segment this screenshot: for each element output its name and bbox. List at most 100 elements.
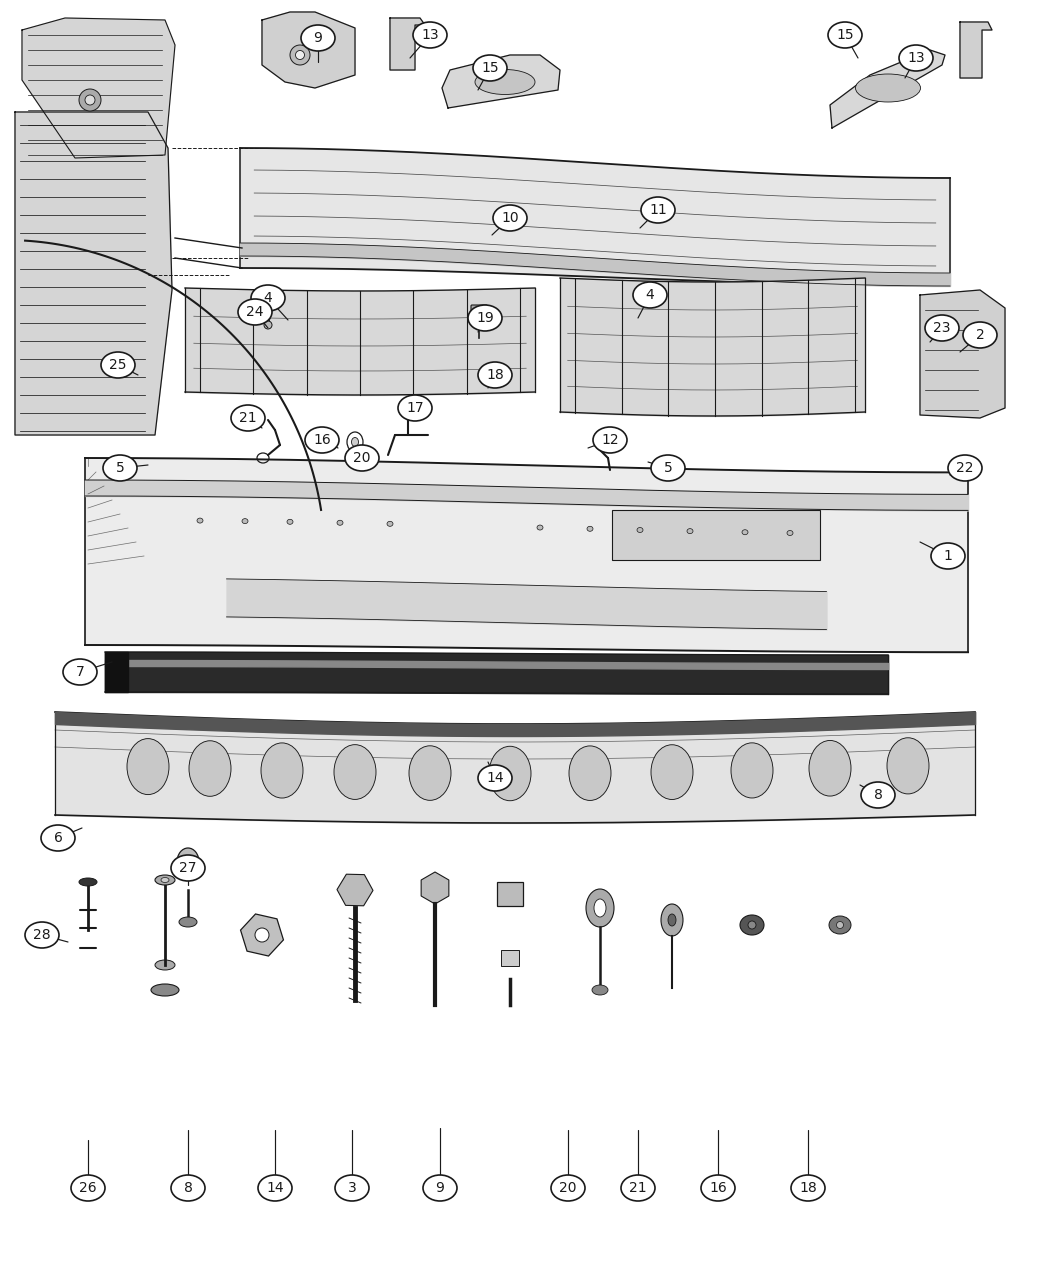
Ellipse shape — [651, 745, 693, 799]
Ellipse shape — [177, 848, 200, 876]
Ellipse shape — [63, 659, 97, 685]
Polygon shape — [262, 11, 355, 88]
Polygon shape — [15, 112, 172, 435]
Ellipse shape — [742, 529, 748, 534]
Ellipse shape — [264, 321, 272, 329]
Ellipse shape — [251, 286, 285, 311]
FancyBboxPatch shape — [497, 882, 523, 907]
Ellipse shape — [258, 1176, 292, 1201]
Text: 4: 4 — [264, 291, 272, 305]
Ellipse shape — [856, 74, 921, 102]
Text: 9: 9 — [436, 1181, 444, 1195]
Ellipse shape — [637, 528, 643, 533]
Text: 23: 23 — [933, 321, 950, 335]
Text: 18: 18 — [799, 1181, 817, 1195]
Ellipse shape — [828, 22, 862, 48]
Ellipse shape — [178, 917, 197, 927]
Ellipse shape — [127, 738, 169, 794]
Ellipse shape — [231, 405, 265, 431]
Ellipse shape — [592, 986, 608, 994]
Ellipse shape — [79, 878, 97, 886]
Ellipse shape — [423, 1176, 457, 1201]
Ellipse shape — [472, 55, 507, 82]
Ellipse shape — [261, 743, 303, 798]
Ellipse shape — [346, 432, 363, 453]
Text: 17: 17 — [406, 402, 424, 414]
Text: 2: 2 — [975, 328, 985, 342]
Ellipse shape — [183, 862, 193, 878]
Ellipse shape — [413, 22, 447, 48]
Ellipse shape — [398, 395, 432, 421]
Ellipse shape — [788, 530, 793, 536]
Polygon shape — [442, 55, 560, 108]
Polygon shape — [830, 50, 945, 128]
Ellipse shape — [345, 445, 379, 470]
Ellipse shape — [478, 362, 512, 388]
Ellipse shape — [334, 745, 376, 799]
Ellipse shape — [621, 1176, 655, 1201]
Ellipse shape — [837, 922, 843, 928]
Ellipse shape — [537, 525, 543, 530]
Ellipse shape — [791, 1176, 825, 1201]
Ellipse shape — [155, 875, 175, 885]
Ellipse shape — [808, 741, 850, 796]
Polygon shape — [960, 22, 992, 78]
Ellipse shape — [71, 1176, 105, 1201]
Ellipse shape — [103, 455, 136, 481]
Ellipse shape — [161, 877, 169, 882]
Text: 9: 9 — [314, 31, 322, 45]
Ellipse shape — [494, 205, 527, 231]
Ellipse shape — [593, 427, 627, 453]
Ellipse shape — [569, 746, 611, 801]
Ellipse shape — [668, 914, 676, 926]
Text: 25: 25 — [109, 358, 127, 372]
Ellipse shape — [740, 915, 764, 935]
Ellipse shape — [551, 1176, 585, 1201]
Ellipse shape — [79, 89, 101, 111]
Ellipse shape — [701, 1176, 735, 1201]
Ellipse shape — [830, 915, 850, 935]
Text: 6: 6 — [54, 831, 62, 845]
Ellipse shape — [651, 455, 685, 481]
Ellipse shape — [489, 746, 531, 801]
Text: 15: 15 — [836, 28, 854, 42]
Text: 20: 20 — [353, 451, 371, 465]
Ellipse shape — [101, 352, 135, 377]
Text: 28: 28 — [34, 928, 50, 942]
Ellipse shape — [387, 521, 393, 527]
Ellipse shape — [662, 904, 682, 936]
Text: 18: 18 — [486, 368, 504, 382]
Ellipse shape — [171, 856, 205, 881]
Ellipse shape — [352, 437, 358, 446]
Text: 7: 7 — [76, 666, 84, 680]
Polygon shape — [105, 652, 128, 692]
Ellipse shape — [475, 70, 536, 94]
FancyBboxPatch shape — [471, 305, 487, 317]
Text: 20: 20 — [560, 1181, 576, 1195]
Ellipse shape — [594, 899, 606, 917]
Ellipse shape — [287, 519, 293, 524]
Text: 22: 22 — [957, 462, 973, 476]
Ellipse shape — [887, 738, 929, 794]
Ellipse shape — [242, 519, 248, 524]
Ellipse shape — [931, 543, 965, 569]
Polygon shape — [920, 289, 1005, 418]
Text: 14: 14 — [267, 1181, 284, 1195]
Ellipse shape — [410, 746, 452, 801]
Text: 16: 16 — [709, 1181, 727, 1195]
Polygon shape — [22, 18, 175, 158]
Text: 19: 19 — [476, 311, 494, 325]
Ellipse shape — [335, 1176, 369, 1201]
Ellipse shape — [586, 889, 614, 927]
Ellipse shape — [963, 323, 997, 348]
Ellipse shape — [948, 455, 982, 481]
Ellipse shape — [640, 198, 675, 223]
Text: 15: 15 — [481, 61, 499, 75]
Ellipse shape — [189, 741, 231, 797]
Ellipse shape — [304, 427, 339, 453]
Text: 11: 11 — [649, 203, 667, 217]
Ellipse shape — [85, 96, 94, 105]
Ellipse shape — [295, 51, 304, 60]
Ellipse shape — [171, 1176, 205, 1201]
Text: 13: 13 — [421, 28, 439, 42]
